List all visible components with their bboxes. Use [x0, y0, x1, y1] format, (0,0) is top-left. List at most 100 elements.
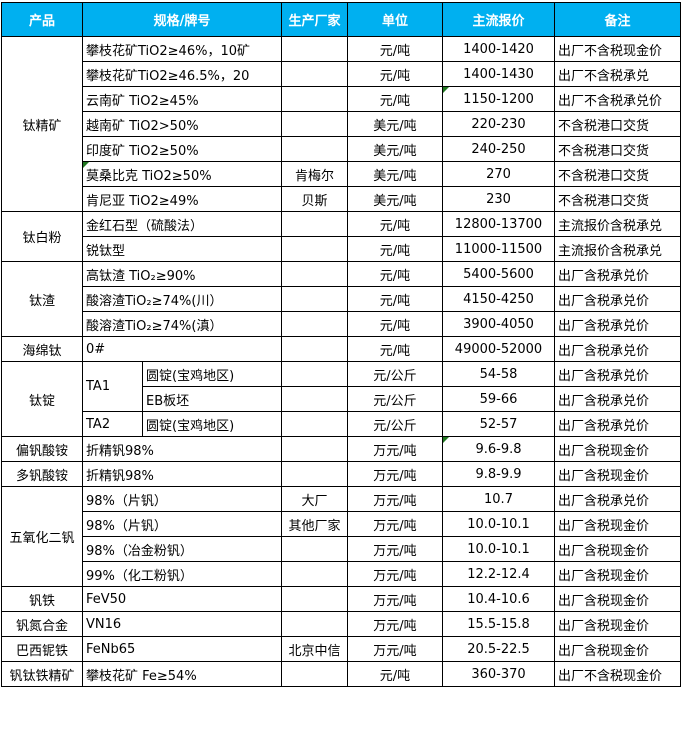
manufacturer-cell[interactable] — [281, 111, 348, 137]
manufacturer-cell[interactable] — [281, 311, 348, 337]
price-cell[interactable]: 11000-11500 — [442, 236, 555, 262]
manufacturer-cell[interactable] — [281, 411, 348, 437]
price-cell[interactable]: 1400-1420 — [442, 36, 555, 62]
spec-cell[interactable]: 折精钒98% — [82, 436, 282, 462]
note-cell[interactable]: 不含税港口交货 — [554, 111, 681, 137]
unit-cell[interactable]: 元/公斤 — [347, 361, 443, 387]
price-cell[interactable]: 9.8-9.9 — [442, 461, 555, 487]
spec-cell[interactable]: 99%（化工粉钒） — [82, 561, 282, 587]
product-cell[interactable]: 钛白粉 — [1, 211, 83, 262]
col-header-spec[interactable]: 规格/牌号 — [82, 2, 282, 37]
unit-cell[interactable]: 万元/吨 — [347, 486, 443, 512]
unit-cell[interactable]: 元/吨 — [347, 261, 443, 287]
manufacturer-cell[interactable] — [281, 136, 348, 162]
manufacturer-cell[interactable] — [281, 236, 348, 262]
price-cell[interactable]: 10.0-10.1 — [442, 511, 555, 537]
manufacturer-cell[interactable]: 大厂 — [281, 486, 348, 512]
price-cell[interactable]: 5400-5600 — [442, 261, 555, 287]
note-cell[interactable]: 出厂含税现金价 — [554, 561, 681, 587]
note-cell[interactable]: 出厂含税现金价 — [554, 586, 681, 612]
price-cell[interactable]: 220-230 — [442, 111, 555, 137]
price-cell[interactable]: 20.5-22.5 — [442, 636, 555, 662]
unit-cell[interactable]: 美元/吨 — [347, 161, 443, 187]
manufacturer-cell[interactable]: 北京中信 — [281, 636, 348, 662]
spec-cell[interactable]: 印度矿 TiO2≥50% — [82, 136, 282, 162]
unit-cell[interactable]: 万元/吨 — [347, 561, 443, 587]
spec-cell[interactable]: 攀枝花矿TiO2≥46%，10矿 — [82, 36, 282, 62]
note-cell[interactable]: 出厂含税现金价 — [554, 511, 681, 537]
unit-cell[interactable]: 万元/吨 — [347, 461, 443, 487]
spec-cell[interactable]: FeV50 — [82, 586, 282, 612]
unit-cell[interactable]: 元/吨 — [347, 311, 443, 337]
product-cell[interactable]: 钒钛铁精矿 — [1, 661, 83, 687]
product-cell[interactable]: 巴西铌铁 — [1, 636, 83, 662]
note-cell[interactable]: 出厂含税现金价 — [554, 436, 681, 462]
spec-cell[interactable]: 98%（片钒） — [82, 511, 282, 537]
product-cell[interactable]: 偏钒酸铵 — [1, 436, 83, 462]
unit-cell[interactable]: 元/吨 — [347, 336, 443, 362]
unit-cell[interactable]: 美元/吨 — [347, 186, 443, 212]
col-header-note[interactable]: 备注 — [554, 2, 681, 37]
manufacturer-cell[interactable] — [281, 436, 348, 462]
note-cell[interactable]: 出厂含税承兑价 — [554, 361, 681, 387]
product-cell[interactable]: 多钒酸铵 — [1, 461, 83, 487]
unit-cell[interactable]: 美元/吨 — [347, 111, 443, 137]
unit-cell[interactable]: 元/吨 — [347, 61, 443, 87]
unit-cell[interactable]: 元/吨 — [347, 36, 443, 62]
spec-cell[interactable]: 越南矿 TiO2>50% — [82, 111, 282, 137]
price-cell[interactable]: 59-66 — [442, 386, 555, 412]
spec-cell[interactable]: 金红石型（硫酸法） — [82, 211, 282, 237]
unit-cell[interactable]: 美元/吨 — [347, 136, 443, 162]
price-cell[interactable]: 54-58 — [442, 361, 555, 387]
note-cell[interactable]: 出厂含税现金价 — [554, 536, 681, 562]
spec-cell[interactable]: 莫桑比克 TiO2≥50% — [82, 161, 282, 187]
note-cell[interactable]: 主流报价含税承兑 — [554, 236, 681, 262]
price-cell[interactable]: 52-57 — [442, 411, 555, 437]
note-cell[interactable]: 出厂不含税现金价 — [554, 36, 681, 62]
price-cell[interactable]: 10.4-10.6 — [442, 586, 555, 612]
price-cell[interactable]: 49000-52000 — [442, 336, 555, 362]
manufacturer-cell[interactable] — [281, 86, 348, 112]
manufacturer-cell[interactable] — [281, 336, 348, 362]
spec-cell[interactable]: 酸溶渣TiO₂≥74%(滇） — [82, 311, 282, 337]
product-cell[interactable]: 钒铁 — [1, 586, 83, 612]
col-header-unit[interactable]: 单位 — [347, 2, 443, 37]
manufacturer-cell[interactable] — [281, 211, 348, 237]
product-cell[interactable]: 五氧化二钒 — [1, 486, 83, 587]
note-cell[interactable]: 出厂含税承兑价 — [554, 336, 681, 362]
unit-cell[interactable]: 万元/吨 — [347, 586, 443, 612]
spec-cell[interactable]: 锐钛型 — [82, 236, 282, 262]
spec-cell[interactable]: 圆锭(宝鸡地区) — [142, 411, 282, 437]
price-cell[interactable]: 240-250 — [442, 136, 555, 162]
spec-cell[interactable]: 圆锭(宝鸡地区) — [142, 361, 282, 387]
note-cell[interactable]: 出厂含税承兑价 — [554, 261, 681, 287]
unit-cell[interactable]: 元/吨 — [347, 236, 443, 262]
product-cell[interactable]: 钒氮合金 — [1, 611, 83, 637]
note-cell[interactable]: 出厂含税现金价 — [554, 611, 681, 637]
manufacturer-cell[interactable] — [281, 461, 348, 487]
note-cell[interactable]: 出厂不含税承兑 — [554, 61, 681, 87]
manufacturer-cell[interactable] — [281, 36, 348, 62]
spec-cell[interactable]: FeNb65 — [82, 636, 282, 662]
unit-cell[interactable]: 元/公斤 — [347, 411, 443, 437]
price-cell[interactable]: 270 — [442, 161, 555, 187]
manufacturer-cell[interactable] — [281, 661, 348, 687]
spec-cell[interactable]: 酸溶渣TiO₂≥74%(川） — [82, 286, 282, 312]
price-cell[interactable]: 9.6-9.8 — [442, 436, 555, 462]
unit-cell[interactable]: 元/公斤 — [347, 386, 443, 412]
unit-cell[interactable]: 元/吨 — [347, 211, 443, 237]
spec-cell[interactable]: 高钛渣 TiO₂≥90% — [82, 261, 282, 287]
price-cell[interactable]: 360-370 — [442, 661, 555, 687]
manufacturer-cell[interactable] — [281, 561, 348, 587]
grade-cell[interactable]: TA2 — [82, 411, 143, 437]
spec-cell[interactable]: EB板坯 — [142, 386, 282, 412]
note-cell[interactable]: 出厂含税承兑价 — [554, 386, 681, 412]
manufacturer-cell[interactable] — [281, 386, 348, 412]
note-cell[interactable]: 不含税港口交货 — [554, 136, 681, 162]
unit-cell[interactable]: 万元/吨 — [347, 436, 443, 462]
spec-cell[interactable]: 98%（片钒） — [82, 486, 282, 512]
spec-cell[interactable]: 云南矿 TiO2≥45% — [82, 86, 282, 112]
manufacturer-cell[interactable] — [281, 261, 348, 287]
manufacturer-cell[interactable] — [281, 586, 348, 612]
col-header-product[interactable]: 产品 — [1, 2, 83, 37]
